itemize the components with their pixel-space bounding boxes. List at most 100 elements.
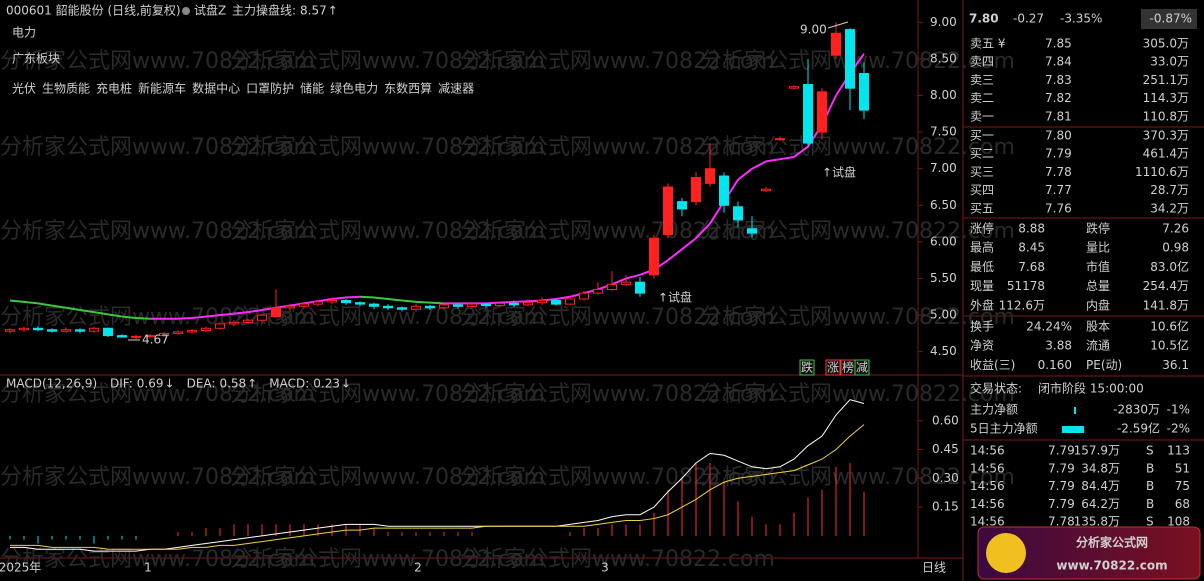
candle-body xyxy=(131,335,141,338)
stat-label: 跌停 xyxy=(1086,221,1110,236)
candle-body xyxy=(453,304,463,307)
stat-label: 量比 xyxy=(1086,241,1110,255)
candle-body xyxy=(243,319,253,323)
watermark: 分析家公式网www.70822.com xyxy=(230,465,545,490)
watermark: 分析家公式网www.70822.com xyxy=(700,465,1015,490)
candle-body xyxy=(845,29,855,89)
index-pct: -0.87% xyxy=(1150,12,1192,26)
watermark: 分析家公式网www.70822.com xyxy=(0,49,315,74)
book-label: 卖四 xyxy=(970,55,994,69)
flow-value: -2.59亿 xyxy=(1117,421,1160,436)
line-segment xyxy=(191,315,207,320)
concept-tag: 数据中心 xyxy=(192,81,240,96)
trade-time: 14:56 xyxy=(970,444,1005,458)
concept-tag: 口罩防护 xyxy=(246,81,294,96)
marker-box xyxy=(854,359,870,376)
line-arrow: ↑ xyxy=(328,4,338,18)
stat-label: 最低 xyxy=(970,260,994,274)
book-price: 7.76 xyxy=(1045,201,1072,215)
candle-body xyxy=(19,327,29,331)
trade-price: 7.79 xyxy=(1048,497,1075,511)
logo-bg xyxy=(977,526,1201,580)
candle-body xyxy=(663,186,673,236)
marker-box xyxy=(799,359,815,376)
line-segment xyxy=(331,296,347,300)
candle-body xyxy=(383,305,393,309)
candle-body xyxy=(355,302,365,305)
candle-body xyxy=(607,283,617,290)
stat-label: 收益(三) xyxy=(970,358,1015,372)
legend-value: 0.23 xyxy=(313,377,340,391)
stat-label: PE(动) xyxy=(1086,358,1122,372)
watermark: 分析家公式网www.70822.com xyxy=(700,382,1015,407)
pct-box xyxy=(1141,9,1197,29)
trade-side: S xyxy=(1146,515,1154,529)
x-axis-label: 1 xyxy=(144,561,152,575)
watermark: 分析家公式网www.70822.com xyxy=(0,465,315,490)
stat-label: 市值 xyxy=(1086,259,1110,274)
candle-body xyxy=(33,327,43,331)
book-price: 7.79 xyxy=(1045,147,1072,161)
status-value: 闭市阶段 15:00:00 xyxy=(1038,381,1144,396)
annotation: ↑试盘 xyxy=(658,290,692,305)
candle-body xyxy=(257,314,267,321)
candle-body xyxy=(593,288,603,294)
line-segment xyxy=(415,300,431,304)
change: -0.27 xyxy=(1013,12,1044,26)
macd-title: MACD(12,26,9) xyxy=(6,377,97,391)
stat-value: 0.98 xyxy=(1162,241,1189,255)
candle-body xyxy=(145,335,155,338)
book-volume: 1110.6万 xyxy=(1135,165,1189,179)
book-volume: 28.7万 xyxy=(1150,183,1189,197)
stock-code: 000601 韶能股份 (日线,前复权) xyxy=(6,3,181,18)
concept-tag: 新能源车 xyxy=(138,81,186,96)
candle-body xyxy=(215,323,225,329)
trade-time: 14:56 xyxy=(970,461,1005,475)
watermark: 分析家公式网www.70822.com xyxy=(230,547,545,572)
stat-value: 8.88 xyxy=(1018,222,1045,236)
stat-label: 最高 xyxy=(970,240,994,255)
stat-label: 净资 xyxy=(970,339,994,353)
line-segment xyxy=(667,248,683,261)
watermark: 分析家公式网www.70822.com xyxy=(0,382,315,407)
marker: 涨 xyxy=(827,360,839,375)
y-tick-label: 7.00 xyxy=(930,161,957,175)
candle-body xyxy=(677,201,687,210)
indicator-icon xyxy=(182,7,190,15)
book-price: 7.81 xyxy=(1045,109,1072,123)
line-segment xyxy=(65,306,81,311)
line-segment xyxy=(779,156,795,161)
stat-label: 总量 xyxy=(1086,279,1110,293)
trade-count: 51 xyxy=(1175,461,1190,475)
legend-value: 0.58 xyxy=(219,377,246,391)
candle-body xyxy=(551,299,561,305)
line-segment xyxy=(373,296,389,300)
line-segment xyxy=(37,302,53,307)
book-volume: 33.0万 xyxy=(1150,55,1189,69)
watermark: 分析家公式网www.70822.com xyxy=(460,382,775,407)
candle-body xyxy=(5,329,15,332)
y-tick-label: 8.00 xyxy=(930,88,957,102)
stat-value: 254.4万 xyxy=(1143,279,1189,293)
candle-body xyxy=(341,299,351,304)
candle-body xyxy=(789,86,799,89)
candle-body xyxy=(201,327,211,331)
candle-body xyxy=(313,301,323,305)
line-segment xyxy=(135,317,151,320)
candle-body xyxy=(831,32,841,56)
candle-body xyxy=(229,321,239,325)
candle-body xyxy=(705,168,715,184)
book-volume: 370.3万 xyxy=(1143,129,1189,143)
candle-body xyxy=(719,175,729,206)
candle-body xyxy=(397,307,407,310)
candle-body xyxy=(187,329,197,333)
candle-body xyxy=(817,91,827,133)
y-tick-label: 5.00 xyxy=(930,308,957,322)
candle-body xyxy=(439,304,449,309)
line-segment xyxy=(485,301,501,305)
stat-value: 10.6亿 xyxy=(1150,319,1189,334)
line-segment xyxy=(695,222,711,239)
trade-volume: 64.2万 xyxy=(1081,497,1120,511)
